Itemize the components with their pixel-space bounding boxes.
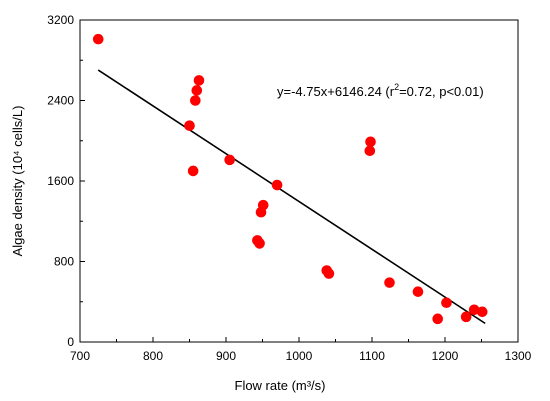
- y-axis-title: Algae density (10⁴ cells/L): [10, 106, 25, 257]
- x-tick-label: 800: [143, 349, 163, 363]
- data-point: [191, 85, 203, 96]
- data-point: [364, 145, 376, 157]
- x-tick-label: 1000: [286, 349, 313, 363]
- y-tick-label: 0: [67, 335, 74, 349]
- y-tick-label: 3200: [47, 13, 74, 27]
- data-point: [323, 268, 335, 279]
- data-point: [193, 75, 205, 86]
- regression-equation-annotation: y=-4.75x+6146.24 (r2=0.72, p<0.01): [277, 82, 484, 99]
- data-point: [460, 311, 472, 323]
- data-point: [187, 165, 199, 177]
- data-point: [224, 154, 235, 166]
- plot-frame: [79, 19, 519, 343]
- r-squared-superscript: 2: [394, 82, 399, 92]
- x-tick-label: 700: [70, 349, 90, 363]
- data-point: [412, 286, 424, 297]
- data-point: [365, 136, 376, 148]
- y-tick-label: 1600: [47, 174, 74, 188]
- data-point: [190, 95, 201, 106]
- data-point: [441, 297, 452, 309]
- data-point: [476, 306, 488, 318]
- x-tick-label: 1200: [432, 349, 459, 363]
- x-axis-title: Flow rate (m³/s): [235, 378, 326, 393]
- data-point: [184, 120, 195, 131]
- plot-area: [79, 19, 519, 343]
- regression-line: [97, 69, 486, 325]
- data-point: [92, 33, 104, 45]
- data-point: [384, 277, 395, 288]
- y-tick-label: 800: [54, 255, 74, 269]
- x-tick-label: 900: [216, 349, 236, 363]
- data-point: [271, 179, 283, 191]
- equation-text: y=-4.75x+6146.24 (r: [277, 84, 395, 99]
- data-point: [432, 313, 444, 325]
- data-point: [257, 199, 269, 211]
- axis-ticks: 700 800 900 1000 1100 1200 1300 0 800 1600 2400 320…: [47, 13, 531, 363]
- x-tick-label: 1100: [359, 349, 385, 363]
- data-points: [92, 33, 488, 325]
- x-tick-label: 1300: [505, 349, 532, 363]
- regression-line-layer: [97, 69, 486, 325]
- data-point: [254, 238, 265, 249]
- y-tick-label: 2400: [47, 94, 74, 108]
- equation-stats: =0.72, p<0.01): [399, 84, 484, 99]
- data-point: [468, 304, 480, 316]
